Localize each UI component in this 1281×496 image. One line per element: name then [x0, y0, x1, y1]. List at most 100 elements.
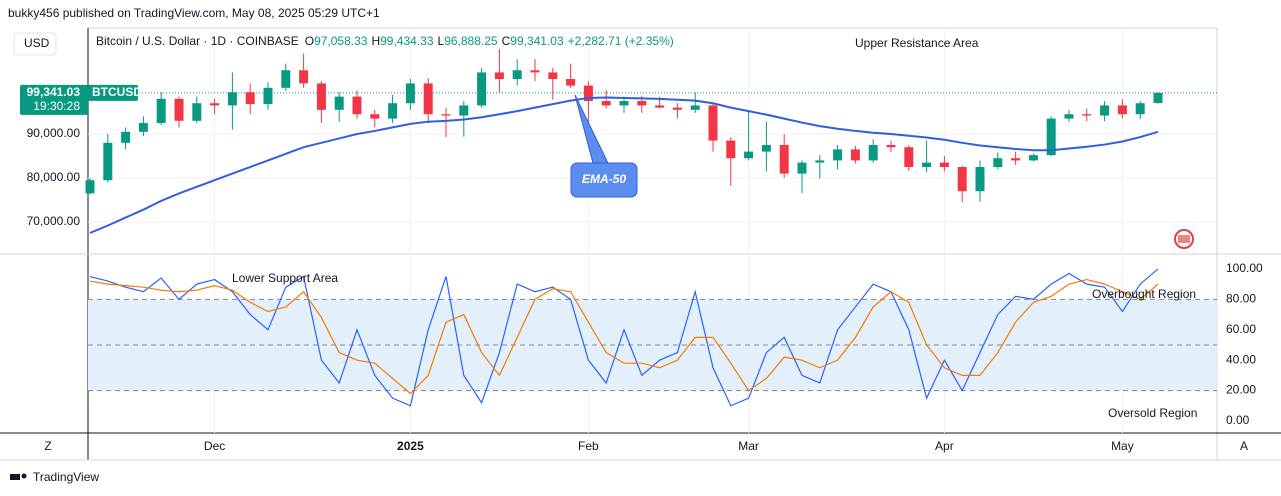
y-tick-label: 20.00 — [1226, 383, 1256, 397]
candle-body — [975, 167, 985, 192]
candle-body — [904, 147, 914, 168]
legend-part: Bitcoin / U.S. Dollar · 1D · COINBASE — [96, 34, 299, 48]
candle-body — [316, 83, 326, 110]
legend-part: H — [371, 34, 380, 48]
candle-body — [121, 131, 131, 143]
candle-body — [352, 96, 362, 115]
candle-body — [1011, 158, 1021, 161]
candle-body — [601, 101, 611, 106]
candle-body — [227, 92, 237, 106]
candle-body — [334, 96, 344, 110]
ticker-tag — [88, 84, 138, 101]
candle-body — [922, 162, 932, 168]
y-tick-label: 60.00 — [1226, 322, 1256, 336]
candle-body — [459, 105, 469, 116]
oscillator-line — [89, 268, 1159, 407]
candle-body — [619, 101, 629, 106]
legend-part: O — [305, 34, 314, 48]
callout — [570, 162, 638, 198]
oscillator-line — [89, 278, 1159, 395]
candle-body — [726, 140, 736, 159]
candle-body — [833, 149, 843, 161]
legend-part: 97,058.33 — [314, 34, 368, 48]
ema-line — [89, 96, 1159, 234]
currency-box[interactable] — [13, 32, 57, 56]
candle-body — [708, 105, 718, 141]
price-tag-countdown: 19:30:28 — [33, 99, 80, 113]
x-tick-label: Feb — [578, 439, 599, 453]
candle-body — [797, 162, 807, 174]
legend-part: 99,434.33 — [380, 34, 434, 48]
candle-body — [1135, 103, 1145, 115]
candle-body — [138, 123, 148, 132]
plot — [85, 49, 1217, 407]
price-tag-value: 99,341.03 — [27, 85, 81, 99]
candle-body — [299, 70, 309, 84]
annotation: Upper Resistance Area — [855, 36, 979, 50]
candle-body — [993, 158, 1003, 168]
candle-body — [210, 103, 220, 106]
oscillator-band — [88, 299, 1217, 391]
legend-part: 96,888.25 — [444, 34, 498, 48]
candle-body — [1046, 118, 1056, 156]
candle-body — [850, 149, 860, 161]
currency[interactable]: USD — [24, 36, 50, 50]
candle-body — [655, 105, 665, 108]
candle-body — [263, 87, 273, 105]
annotation: Lower Support Area — [232, 271, 338, 285]
callout-text: EMA-50 — [582, 172, 626, 186]
x-tick-label: 2025 — [397, 439, 424, 453]
candle-body — [761, 145, 771, 152]
y-tick-label: 70,000.00 — [27, 214, 81, 228]
annotation: Overbought Region — [1092, 287, 1196, 301]
candle-body — [548, 72, 558, 80]
candle-body — [566, 79, 576, 86]
price-tag — [20, 84, 88, 115]
grid — [88, 28, 1217, 433]
candle-body — [477, 72, 487, 106]
button-z[interactable]: Z — [44, 439, 51, 453]
legend-part: C — [502, 34, 511, 48]
y-tick-label: 100.00 — [1226, 261, 1263, 275]
candle-body — [779, 145, 789, 174]
flag-icon — [1178, 235, 1190, 243]
candle-body — [583, 85, 593, 102]
legend: Bitcoin / U.S. Dollar · 1D · COINBASE O97… — [96, 34, 674, 48]
candle-body — [174, 98, 184, 121]
candle-body — [1082, 114, 1092, 116]
x-tick-label: Mar — [738, 439, 759, 453]
legend-part: +2,282.71 (+2.35%) — [568, 34, 674, 48]
candle-body — [512, 70, 522, 80]
candle-body — [245, 92, 255, 105]
x-tick-label: Apr — [935, 439, 954, 453]
candle-body — [886, 145, 896, 148]
candle-body — [815, 160, 825, 163]
x-tick-label: Dec — [204, 439, 225, 453]
button-a[interactable]: A — [1240, 439, 1248, 453]
candle-body — [370, 114, 380, 119]
candle-body — [494, 72, 504, 80]
candle-body — [637, 101, 647, 106]
ticker-tag-text: BTCUSD — [92, 85, 142, 99]
candle-body — [690, 105, 700, 110]
candle-body — [192, 103, 202, 121]
y-tick-label: 0.00 — [1226, 413, 1250, 427]
brand-logo — [10, 473, 27, 480]
candle-body — [1064, 114, 1074, 119]
candle-body — [744, 151, 754, 159]
candle-body — [1100, 105, 1110, 116]
candle-body — [868, 145, 878, 161]
legend-part: L — [438, 34, 445, 48]
candle-body — [1117, 105, 1127, 115]
candle-body — [441, 114, 451, 116]
candle-body — [939, 162, 949, 168]
legend-part: 99,341.03 — [510, 34, 564, 48]
candle-body — [423, 83, 433, 115]
candle-body — [1028, 155, 1038, 161]
y-tick-label: 80,000.00 — [27, 170, 81, 184]
candle-body — [1153, 92, 1163, 103]
candle-body — [103, 142, 113, 181]
candle-body — [957, 167, 967, 192]
candle-body — [156, 98, 166, 124]
byline: bukky456 published on TradingView.com, M… — [8, 6, 380, 20]
